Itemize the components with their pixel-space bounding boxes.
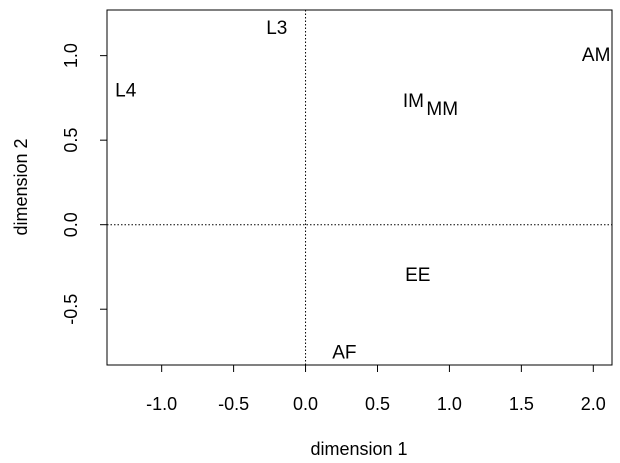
y-tick-label: 1.0 (61, 43, 81, 68)
reference-lines (107, 10, 612, 365)
y-tick-label: 0.0 (61, 212, 81, 237)
point-label-ee: EE (405, 265, 430, 286)
x-tick-label: 2.0 (581, 394, 606, 414)
x-tick-label: -0.5 (218, 394, 249, 414)
x-axis-title: dimension 1 (310, 439, 407, 459)
y-tick-label: 0.5 (61, 128, 81, 153)
y-axis-title: dimension 2 (11, 138, 31, 235)
x-axis: -1.0 -0.5 0.0 0.5 1.0 1.5 2.0 (146, 365, 606, 414)
point-label-am: AM (582, 45, 611, 66)
plot-frame (107, 10, 612, 365)
x-tick-label: 1.5 (509, 394, 534, 414)
point-label-af: AF (332, 343, 356, 364)
x-tick-label: 0.0 (293, 394, 318, 414)
x-tick-label: 1.0 (437, 394, 462, 414)
x-tick-label: 0.5 (365, 394, 390, 414)
point-label-im: IM (403, 91, 424, 112)
point-labels: L3 L4 AM IM MM EE AF (115, 18, 610, 364)
point-label-l3: L3 (266, 18, 287, 39)
point-label-mm: MM (426, 99, 458, 120)
point-label-l4: L4 (115, 81, 137, 102)
y-axis: -0.5 0.0 0.5 1.0 (61, 43, 107, 325)
y-tick-label: -0.5 (61, 294, 81, 325)
x-tick-label: -1.0 (146, 394, 177, 414)
